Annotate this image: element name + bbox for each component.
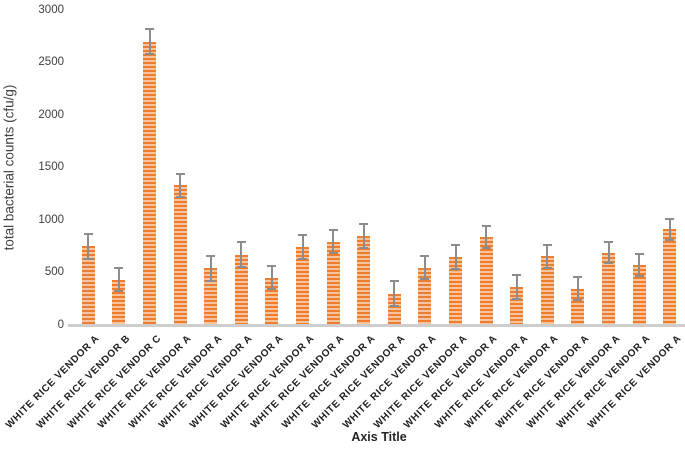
error-bar-cap [359, 222, 369, 225]
error-bar-18 [607, 242, 610, 264]
bar-15 [510, 286, 524, 325]
error-bar-6 [240, 242, 243, 268]
error-bar-cap [145, 28, 154, 31]
bar-20 [663, 229, 677, 325]
error-bar-cap [145, 52, 154, 55]
error-bar-16 [546, 244, 549, 268]
error-bar-cap [298, 257, 307, 260]
y-tick-label: 2500 [38, 56, 64, 68]
error-bar-cap [206, 279, 216, 282]
error-bar-cap [481, 247, 491, 250]
error-bar-10 [362, 223, 365, 248]
error-bar-8 [301, 234, 304, 259]
error-bar-19 [638, 253, 641, 276]
bar-12 [418, 267, 432, 325]
error-bar-cap [267, 265, 277, 268]
error-bar-cap [481, 225, 491, 228]
error-bar-cap [206, 254, 216, 257]
error-bar-cap [634, 252, 644, 255]
error-bar-cap [604, 241, 613, 244]
error-bar-cap [175, 172, 185, 175]
error-bar-11 [393, 281, 396, 306]
y-tick-label: 500 [44, 266, 64, 278]
error-bar-cap [451, 267, 460, 270]
y-tick-label: 1500 [38, 161, 64, 173]
bar-10 [357, 235, 371, 325]
error-bar-cap [542, 243, 552, 246]
error-bar-4 [179, 173, 182, 197]
error-bar-cap [83, 232, 93, 235]
error-bar-cap [634, 274, 644, 277]
error-bar-17 [576, 277, 579, 301]
error-bar-cap [175, 195, 185, 198]
error-bar-cap [83, 257, 93, 260]
error-bar-5 [209, 255, 212, 281]
error-bar-cap [512, 273, 522, 276]
y-tick-label: 1000 [38, 213, 64, 226]
error-bar-cap [298, 233, 307, 236]
x-axis-title: Axis Title [351, 430, 407, 444]
bar-11 [387, 293, 401, 325]
error-bar-12 [423, 256, 426, 280]
bar-14 [479, 237, 493, 325]
error-bar-cap [114, 290, 124, 293]
bar-19 [632, 264, 646, 325]
error-bar-cap [328, 228, 338, 231]
error-bar-cap [451, 243, 460, 246]
error-bar-cap [236, 266, 246, 269]
error-bar-15 [515, 274, 518, 299]
error-bar-cap [665, 238, 675, 241]
error-bar-cap [389, 304, 399, 307]
error-bar-cap [512, 297, 522, 300]
x-axis-line [68, 324, 685, 327]
error-bar-7 [270, 266, 273, 290]
y-tick-label: 2000 [38, 108, 64, 121]
bar-5 [204, 268, 218, 325]
bar-18 [602, 252, 615, 325]
bar-3 [143, 41, 156, 325]
error-bar-cap [604, 262, 613, 265]
error-bar-13 [454, 244, 457, 269]
bar-1 [81, 246, 95, 325]
error-bar-cap [665, 217, 675, 220]
error-bar-cap [420, 278, 430, 281]
bar-17 [571, 288, 585, 325]
error-bar-3 [148, 29, 151, 54]
error-bar-cap [114, 267, 124, 270]
bar-8 [296, 246, 309, 325]
bar-4 [173, 185, 187, 325]
y-tick-label: 3000 [38, 3, 64, 16]
error-bar-cap [359, 246, 369, 249]
error-bar-cap [542, 266, 552, 269]
error-bar-1 [87, 233, 90, 259]
bar-13 [449, 256, 462, 325]
y-tick-label: 0 [57, 318, 64, 331]
bar-16 [540, 256, 554, 325]
bar-6 [234, 254, 248, 325]
bar-9 [326, 241, 340, 325]
error-bar-cap [389, 280, 399, 283]
error-bar-20 [668, 218, 671, 240]
error-bar-cap [420, 255, 430, 258]
plot-area [73, 10, 685, 325]
error-bar-cap [328, 252, 338, 255]
error-bar-cap [236, 241, 246, 244]
error-bar-14 [485, 226, 488, 249]
error-bar-cap [267, 288, 277, 291]
error-bar-2 [117, 268, 120, 292]
error-bar-cap [573, 299, 583, 302]
error-bar-9 [332, 229, 335, 254]
error-bar-cap [573, 276, 583, 279]
